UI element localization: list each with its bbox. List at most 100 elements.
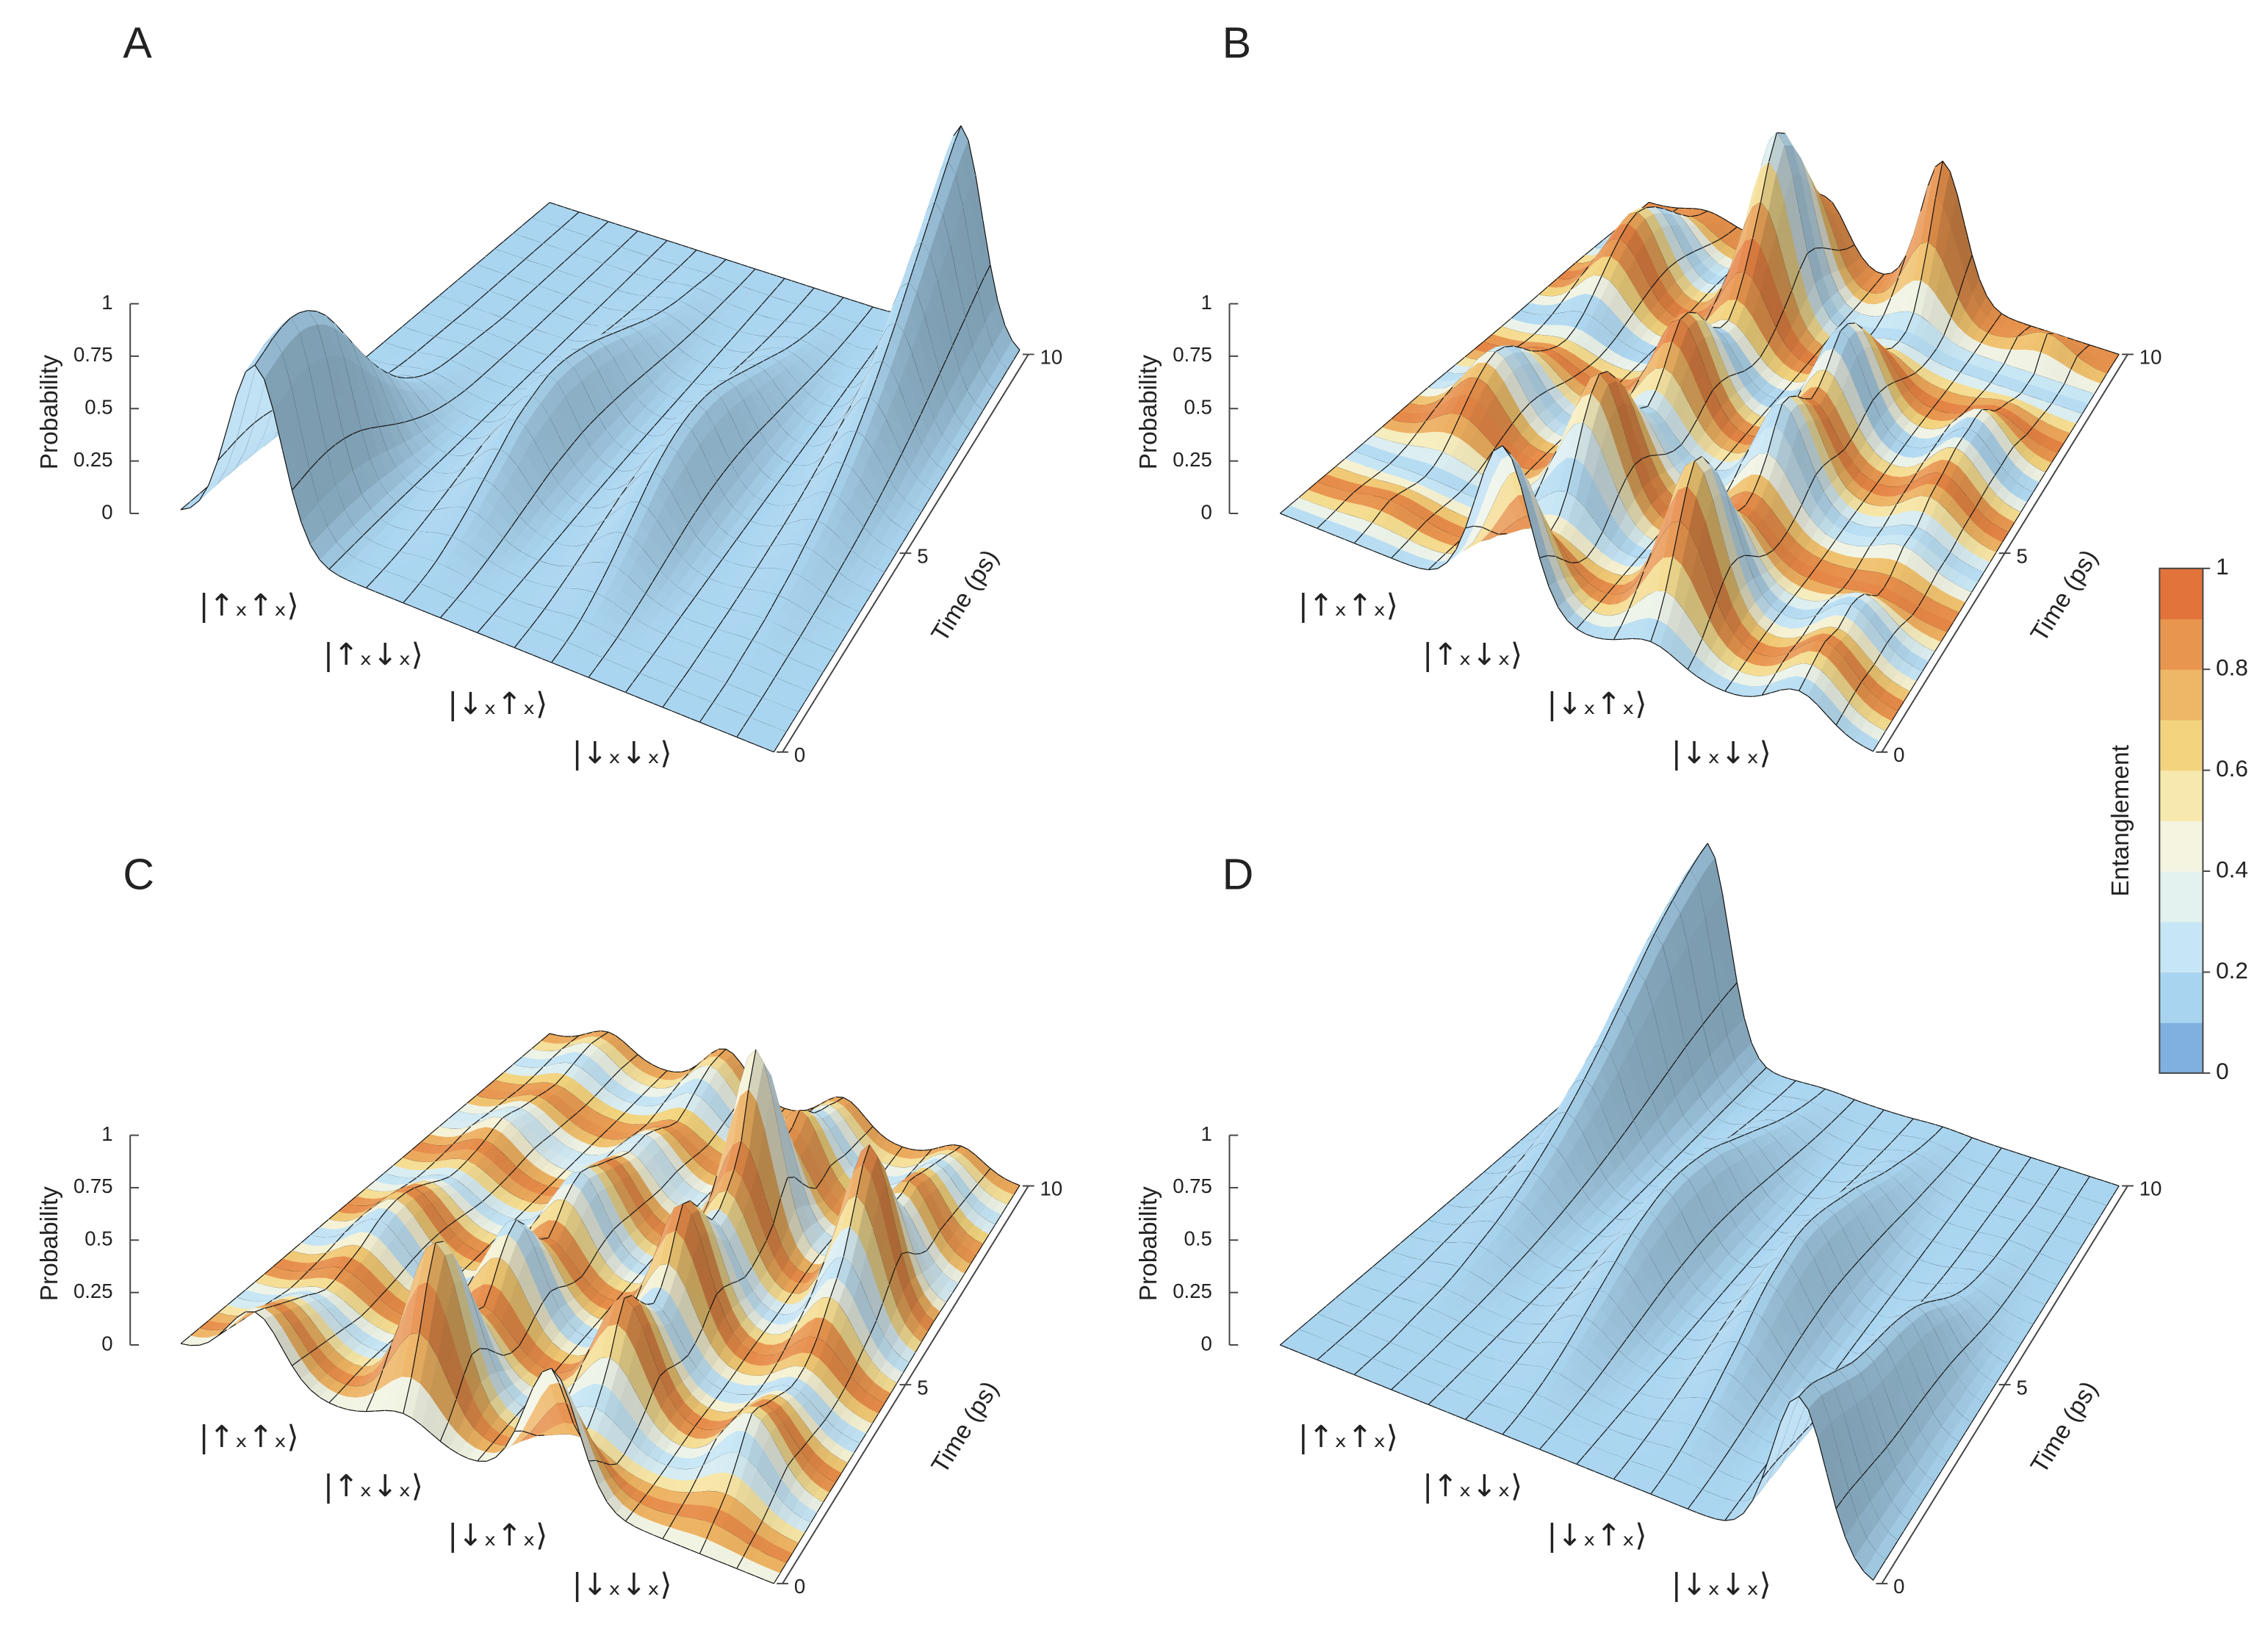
mesh-line [710,254,719,258]
mesh-line [522,217,532,226]
mesh-line [624,273,634,283]
z-axis-label: Probability [36,355,63,469]
state-label: |↓ₓ↑ₓ⟩ [1547,686,1647,721]
mesh-line [561,219,571,228]
mesh-line [556,204,565,208]
mesh-line [519,293,530,303]
mesh-line [497,275,508,284]
mesh-line [466,264,477,273]
mesh-line [630,228,638,232]
mesh-line [512,225,522,234]
mesh-line [649,248,659,258]
state-label: |↑ₓ↑ₓ⟩ [199,588,299,623]
state-label: |↓ₓ↓ₓ⟩ [1671,735,1771,771]
state-label: |↓ₓ↓ₓ⟩ [572,735,672,771]
mesh-line [622,226,631,229]
z-tick-label: 0.5 [84,396,112,419]
mesh-line [571,209,580,213]
mesh-line [475,256,486,265]
mesh-line [628,231,638,240]
mesh-line [633,264,642,274]
z-tick-label: 0.75 [1173,343,1212,366]
mesh-line [540,202,550,211]
panel-label: A [123,19,152,68]
state-label: |↑ₓ↓ₓ⟩ [1422,637,1522,672]
mesh-line [620,239,630,248]
mesh-line [608,220,616,225]
mesh-line [703,251,712,256]
mesh-line [488,283,498,292]
mesh-line [581,237,591,246]
mesh-line [530,209,541,219]
mesh-line [546,269,556,278]
mesh-line [439,287,449,297]
mesh-line [659,237,668,241]
mesh-line [578,212,587,215]
mesh-line [506,267,516,276]
mesh-line [470,298,480,308]
time-tick-label: 5 [917,544,928,567]
mesh-line [572,245,583,254]
mesh-line [666,239,675,244]
z-tick-label: 0.25 [1173,448,1212,471]
mesh-line [429,295,439,304]
z-tick-label: 0 [1200,500,1212,523]
mesh-line [542,235,552,245]
mesh-line [680,257,689,267]
time-tick-label: 0 [1893,743,1904,766]
mesh-line [658,239,668,250]
mesh-line [503,233,514,242]
state-label: |↑ₓ↑ₓ⟩ [1298,588,1398,623]
mesh-line [555,261,565,270]
mesh-line [641,256,651,266]
state-label: |↑ₓ↓ₓ⟩ [323,637,423,672]
state-label: |↓ₓ↑ₓ⟩ [447,686,547,721]
time-tick-label: 10 [1040,346,1063,369]
time-axis-label: Time (ps) [2026,545,2103,646]
z-tick-label: 1 [101,291,112,314]
mesh-line [537,277,547,286]
mesh-line [551,227,561,237]
mesh-line [688,247,697,250]
z-tick-label: 0 [101,500,112,523]
time-tick-label: 0 [794,743,805,766]
mesh-line [696,249,705,253]
z-tick-label: 0.5 [1184,396,1212,419]
mesh-line [569,212,580,220]
mesh-line [515,259,525,268]
mesh-line [590,229,600,238]
mesh-line [524,251,535,260]
mesh-line [447,280,458,289]
mesh-line [494,241,504,250]
mesh-line [688,249,697,259]
mesh-line [594,263,604,273]
mesh-line [564,206,572,210]
mesh-line [586,271,595,281]
mesh-line [600,218,609,223]
z-tick-label: 0.25 [73,448,113,471]
mesh-line [528,285,539,295]
mesh-line [681,245,690,248]
mesh-line [549,202,558,206]
z-axis-label: Probability [1135,355,1162,469]
mesh-line [644,233,653,237]
surface-patch [198,475,218,501]
surface [179,124,1020,753]
mesh-line [564,253,574,262]
surface [1279,131,2120,752]
mesh-line [615,223,624,227]
mesh-line [484,248,495,258]
panel-label: B [1223,19,1251,68]
mesh-line [599,221,609,230]
mesh-line [479,290,489,300]
time-axis-label: Time (ps) [926,545,1004,646]
mesh-line [420,303,431,312]
mesh-line [611,247,621,256]
z-tick-label: 1 [1200,291,1212,314]
mesh-line [577,279,586,289]
mesh-line [602,255,613,264]
mesh-line [457,272,467,281]
